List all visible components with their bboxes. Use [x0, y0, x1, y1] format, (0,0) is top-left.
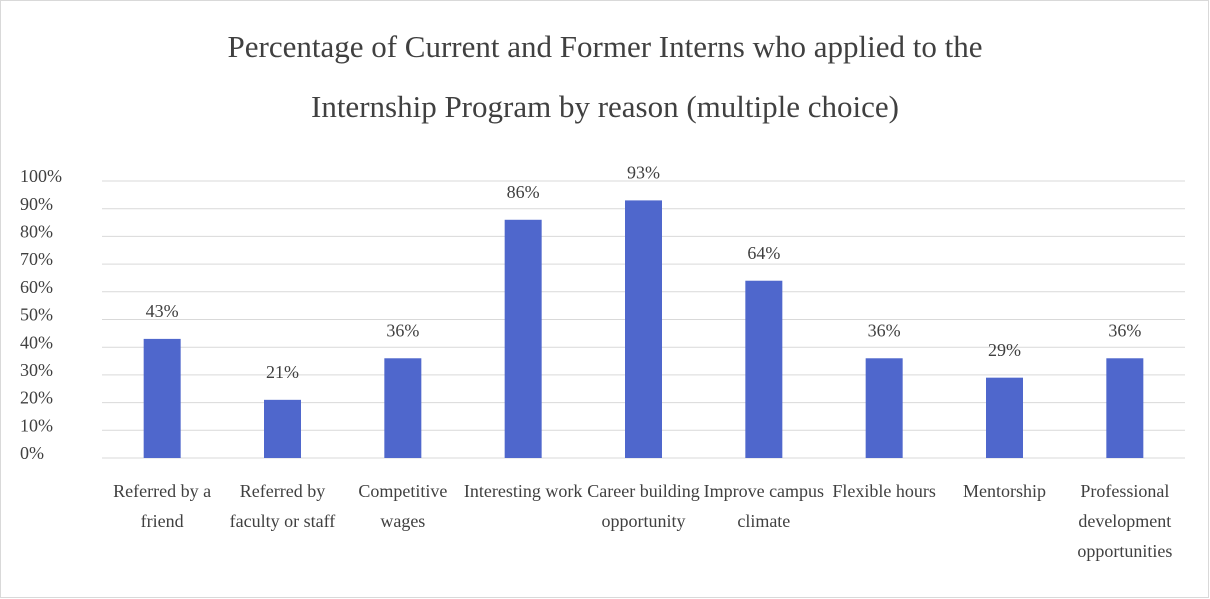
data-label: 64%: [747, 243, 780, 263]
bar: [504, 219, 542, 458]
y-tick-label: 80%: [20, 222, 53, 242]
bar: [264, 399, 301, 458]
x-tick-label: Referred by faculty or staff: [229, 481, 336, 531]
data-label: 36%: [868, 320, 901, 340]
y-tick-label: 40%: [20, 332, 53, 352]
bar: [986, 377, 1023, 458]
bar: [745, 280, 783, 458]
data-label: 93%: [627, 163, 660, 183]
bar: [865, 358, 903, 458]
x-tick-label: Flexible hours: [832, 481, 936, 501]
y-tick-label: 10%: [20, 415, 53, 435]
y-tick-label: 90%: [20, 194, 53, 214]
x-tick-label: Competitive wages: [358, 481, 448, 531]
bar: [625, 200, 662, 458]
y-tick-label: 0%: [20, 443, 44, 463]
chart-title: Percentage of Current and Former Interns…: [228, 29, 983, 64]
data-label: 86%: [507, 182, 540, 202]
bar: [143, 338, 181, 458]
y-tick-label: 50%: [20, 305, 53, 325]
y-tick-label: 60%: [20, 277, 53, 297]
x-tick-label: Professional development opportunities: [1077, 481, 1173, 561]
y-tick-label: 100%: [20, 166, 62, 186]
y-tick-label: 30%: [20, 360, 53, 380]
x-tick-label: Improve campus climate: [703, 481, 825, 531]
data-label: 29%: [988, 340, 1021, 360]
x-tick-label: Mentorship: [963, 481, 1046, 501]
data-label: 36%: [386, 320, 419, 340]
data-label: 21%: [266, 362, 299, 382]
x-tick-label: Career building opportunity: [587, 481, 700, 531]
data-label: 43%: [146, 301, 179, 321]
bar: [1106, 358, 1144, 458]
y-tick-label: 70%: [20, 249, 53, 269]
chart-title: Internship Program by reason (multiple c…: [311, 89, 899, 124]
x-tick-label: Referred by a friend: [113, 481, 212, 531]
x-tick-label: Interesting work: [463, 481, 583, 501]
bar: [384, 358, 422, 458]
data-label: 36%: [1108, 320, 1141, 340]
y-tick-label: 20%: [20, 388, 53, 408]
